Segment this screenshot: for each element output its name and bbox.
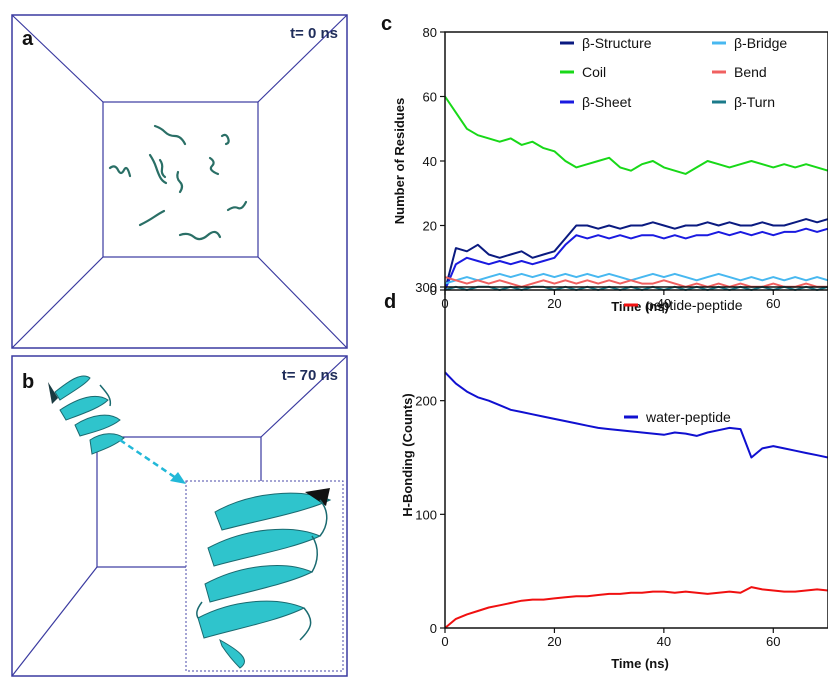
chart-d-y-tick-label: 300 <box>415 280 437 295</box>
panel-a-edge <box>11 14 104 103</box>
chart-d-y-tick-label: 100 <box>415 507 437 522</box>
panel-b-edge <box>260 355 348 438</box>
chart-c-legend-label: β-Structure <box>582 35 652 51</box>
chart-c-series-beta_structure <box>444 218 828 291</box>
chart-d-legend-label: peptide-peptide <box>646 297 743 313</box>
chart-d-x-axis-label: Time (ns) <box>611 656 669 671</box>
panel-a-edge <box>257 256 348 349</box>
panel-a-edge <box>257 14 348 103</box>
chart-d-x-tick-label: 60 <box>766 634 780 649</box>
chart-d-y-tick-label: 200 <box>415 394 437 409</box>
peptide-chain <box>178 230 222 241</box>
chart-c-y-tick-label: 40 <box>423 154 437 169</box>
zoom-arrowhead <box>170 472 186 484</box>
chart-d-frame <box>444 286 828 629</box>
peptide-chain <box>158 158 167 179</box>
peptide-chain <box>148 153 168 185</box>
chart-c-series-coil <box>444 95 828 175</box>
chart-c-series-beta_bridge <box>444 272 828 285</box>
chart-d-series-peptide_peptide <box>444 586 828 629</box>
chart-c-series-beta_sheet <box>444 227 828 291</box>
chart-c-y-axis-label: Number of Residues <box>392 98 407 224</box>
peptide-chain <box>220 133 230 146</box>
chart-d-series-water_peptide <box>444 371 828 459</box>
panel-a-edge <box>11 256 104 349</box>
zoom-arrow <box>119 438 177 480</box>
chart-c-legend-label: β-Turn <box>734 94 775 110</box>
peptide-chain <box>176 170 184 194</box>
panel-b-time: t= 70 ns <box>282 367 338 384</box>
chart-c-legend-label: β-Bridge <box>734 35 787 51</box>
peptide-chain <box>226 200 248 212</box>
panel-b-edge <box>11 566 98 677</box>
chart-c-panel-label: c <box>381 13 392 35</box>
chart-d-x-tick-label: 40 <box>657 634 671 649</box>
peptide-chain <box>138 209 166 227</box>
chart-c-legend-label: Coil <box>582 64 606 80</box>
chart-d-panel-label: d <box>384 291 396 313</box>
chart-d-legend-label: water-peptide <box>645 409 731 425</box>
panel-a-box-inner <box>102 101 259 258</box>
chart-c-y-tick-label: 60 <box>423 90 437 105</box>
panel-b: b t= 70 ns <box>11 355 348 677</box>
chart-d-x-tick-label: 0 <box>441 634 448 649</box>
chart-d-x-tick-label: 20 <box>547 634 561 649</box>
chart-c-x-axis-label: Time (ns) <box>611 299 669 314</box>
chart-c-y-tick-label: 80 <box>423 25 437 40</box>
chart-c-y-tick-label: 20 <box>423 219 437 234</box>
panel-a-label: a <box>22 28 34 50</box>
chart-c-y-tick-label: 0 <box>430 283 437 298</box>
peptide-chains <box>108 124 248 241</box>
panel-b-label: b <box>22 371 34 393</box>
chart-c-frame <box>444 31 828 291</box>
panel-a: a t= 0 ns <box>11 14 348 349</box>
aggregate-zoom <box>196 488 332 669</box>
chart-c-x-tick-label: 20 <box>547 296 561 311</box>
peptide-chain <box>208 156 220 176</box>
panel-a-time: t= 0 ns <box>290 25 338 42</box>
chart-c-x-tick-label: 60 <box>766 296 780 311</box>
chart-c-legend-label: β-Sheet <box>582 94 631 110</box>
peptide-chain <box>108 165 132 178</box>
chart-d-y-axis-label: H-Bonding (Counts) <box>400 393 415 516</box>
chart-d-y-tick-label: 0 <box>430 621 437 636</box>
peptide-chain <box>153 124 187 146</box>
aggregate-small <box>48 375 125 455</box>
chart-c-legend-label: Bend <box>734 64 767 80</box>
chart-c-x-tick-label: 40 <box>657 296 671 311</box>
